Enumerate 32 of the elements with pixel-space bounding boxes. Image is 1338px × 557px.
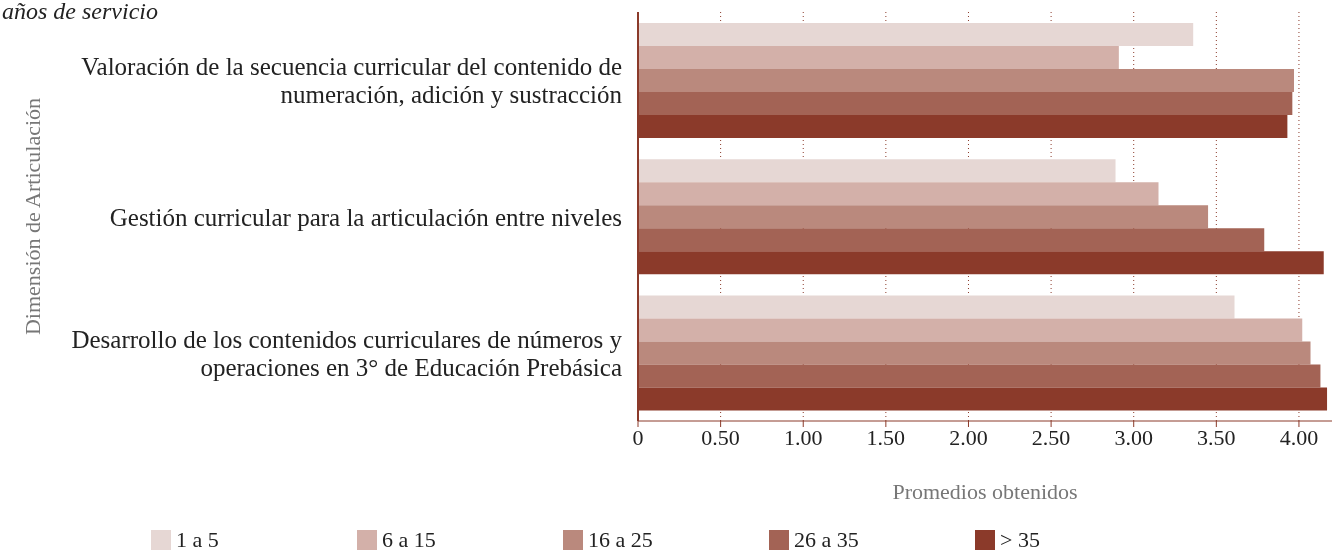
y-tick-label: Gestión curricular para la articulación entre niveles xyxy=(109,203,622,230)
bar xyxy=(638,364,1321,388)
bar xyxy=(638,205,1209,229)
x-tick-label: 1.50 xyxy=(866,424,906,450)
legend-label: 16 a 25 xyxy=(588,527,653,553)
legend-label: 26 a 35 xyxy=(794,527,859,553)
x-tick-label: 2.00 xyxy=(949,424,988,450)
x-tick-label: 0.50 xyxy=(701,424,740,450)
y-tick-label: Desarrollo de los contenidos curriculares de números y operaciones en 3° de Educación Prebásica xyxy=(71,325,623,381)
bar xyxy=(638,228,1265,252)
y-axis-title: Dimensión de Articulación xyxy=(19,97,45,336)
bar xyxy=(638,318,1303,342)
x-tick-label: 4.00 xyxy=(1279,424,1319,450)
legend-label: 1 a 5 xyxy=(176,527,219,553)
text: años de servicio xyxy=(2,0,158,25)
x-tick-label: 0 xyxy=(632,424,644,450)
x-tick-label: 2.50 xyxy=(1031,424,1071,450)
x-tick-label: 1.00 xyxy=(783,424,823,450)
legend-label: 6 a 15 xyxy=(382,527,436,553)
x-axis-title: Promedios obtenidos xyxy=(892,478,1078,504)
legend-label: > 35 xyxy=(1000,527,1040,553)
bar xyxy=(638,22,1194,46)
bar xyxy=(638,341,1311,365)
bar xyxy=(638,68,1294,92)
bar xyxy=(638,91,1293,115)
bar xyxy=(638,295,1235,319)
y-tick-label: Valoración de la secuencia curricular del contenido de numeración, adición y sustracción xyxy=(81,52,623,108)
bar xyxy=(638,159,1116,183)
bar xyxy=(638,45,1119,69)
bar xyxy=(638,182,1159,206)
x-tick-label: 3.00 xyxy=(1114,424,1153,450)
x-tick-label: 3.50 xyxy=(1197,424,1236,450)
